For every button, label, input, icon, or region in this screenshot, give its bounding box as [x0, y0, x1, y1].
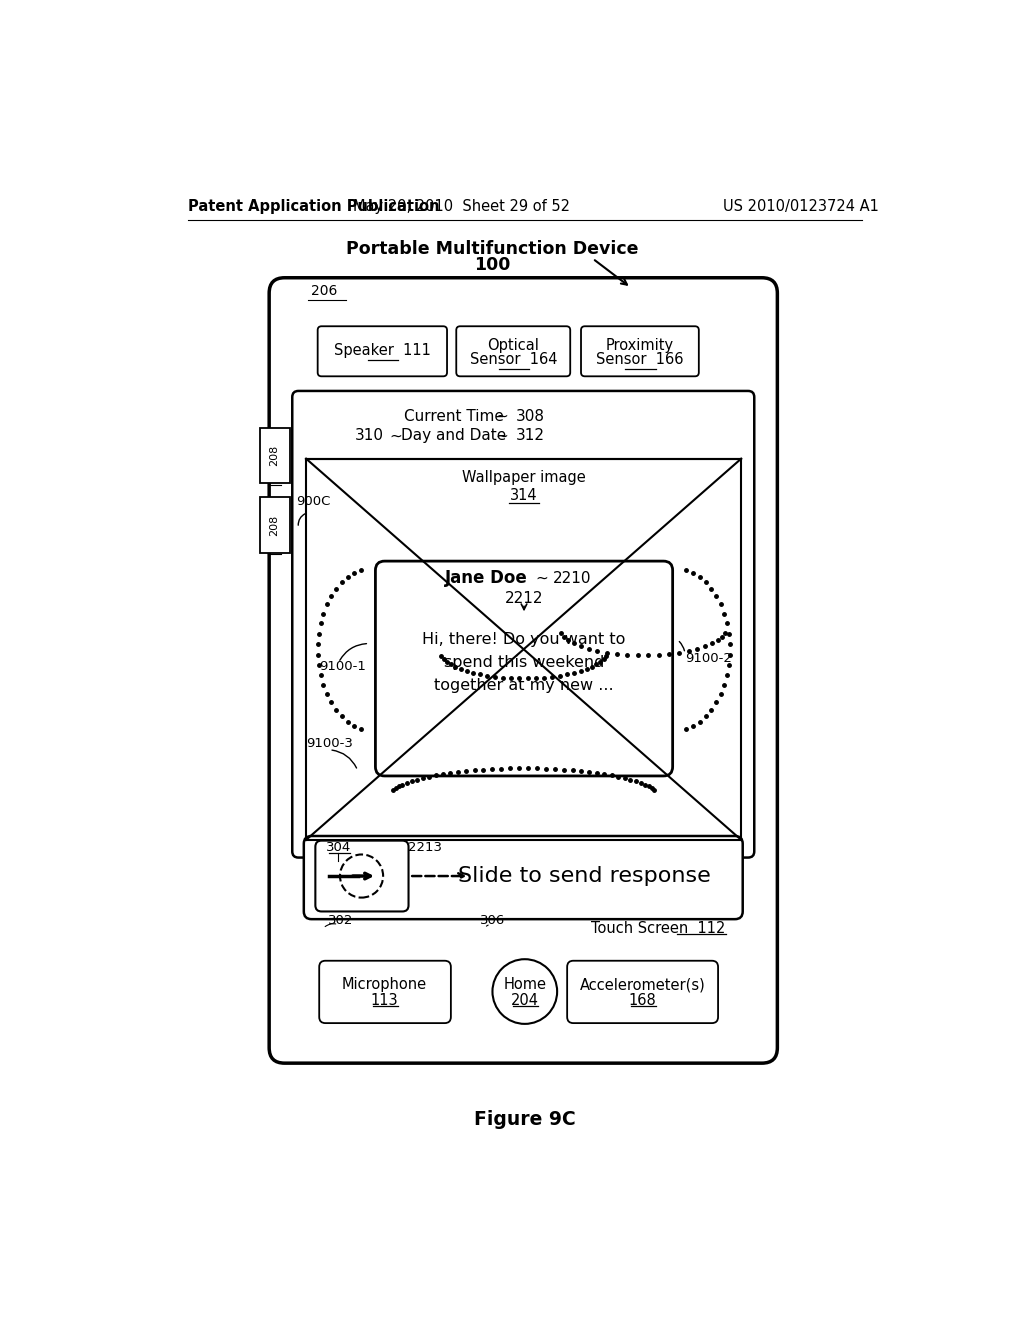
- Text: 9100-2: 9100-2: [685, 652, 732, 665]
- Text: 2212: 2212: [505, 591, 544, 606]
- FancyBboxPatch shape: [581, 326, 698, 376]
- Text: 900C: 900C: [296, 495, 331, 508]
- FancyBboxPatch shape: [298, 280, 351, 302]
- FancyBboxPatch shape: [457, 326, 570, 376]
- Text: 208: 208: [269, 515, 280, 536]
- FancyBboxPatch shape: [260, 428, 290, 483]
- Text: spend this weekend: spend this weekend: [443, 655, 604, 671]
- Text: 306: 306: [480, 915, 505, 927]
- FancyBboxPatch shape: [315, 841, 409, 911]
- Text: ~: ~: [496, 409, 508, 424]
- FancyBboxPatch shape: [260, 498, 290, 553]
- Text: 2213: 2213: [408, 841, 441, 854]
- Text: Optical: Optical: [487, 338, 540, 352]
- Text: 2210: 2210: [553, 570, 591, 586]
- Text: 208: 208: [269, 445, 280, 466]
- Text: Figure 9C: Figure 9C: [474, 1110, 575, 1129]
- Text: 9100-3: 9100-3: [306, 737, 353, 750]
- Text: Hi, there! Do you want to: Hi, there! Do you want to: [422, 632, 626, 647]
- Text: Home: Home: [504, 977, 546, 993]
- Text: Sensor  164: Sensor 164: [469, 352, 557, 367]
- Text: together at my new ...: together at my new ...: [434, 678, 613, 693]
- Text: Patent Application Publication: Patent Application Publication: [188, 198, 440, 214]
- Text: ~: ~: [496, 428, 508, 444]
- Text: Slide to send response: Slide to send response: [459, 866, 712, 886]
- FancyBboxPatch shape: [269, 277, 777, 1063]
- Text: 100: 100: [474, 256, 511, 273]
- Text: 308: 308: [515, 409, 545, 424]
- Text: ~: ~: [536, 570, 548, 586]
- FancyBboxPatch shape: [319, 961, 451, 1023]
- Text: Touch Screen  112: Touch Screen 112: [591, 921, 725, 936]
- Text: Jane Doe: Jane Doe: [444, 569, 527, 587]
- Text: Proximity: Proximity: [605, 338, 674, 352]
- Text: Microphone: Microphone: [342, 977, 427, 993]
- FancyBboxPatch shape: [292, 391, 755, 858]
- Text: 314: 314: [510, 488, 538, 503]
- Text: 9100-1: 9100-1: [319, 660, 367, 673]
- Text: US 2010/0123724 A1: US 2010/0123724 A1: [723, 198, 879, 214]
- Text: 302: 302: [328, 915, 353, 927]
- Text: Accelerometer(s): Accelerometer(s): [580, 977, 706, 993]
- Text: Current Time: Current Time: [404, 409, 504, 424]
- Text: 204: 204: [511, 993, 539, 1007]
- Text: ~: ~: [389, 428, 402, 444]
- FancyBboxPatch shape: [304, 836, 742, 919]
- Text: 304: 304: [326, 841, 351, 854]
- Text: May 20, 2010  Sheet 29 of 52: May 20, 2010 Sheet 29 of 52: [353, 198, 570, 214]
- FancyBboxPatch shape: [567, 961, 718, 1023]
- Text: 310: 310: [354, 428, 384, 444]
- Text: Sensor  166: Sensor 166: [596, 352, 683, 367]
- Text: 168: 168: [629, 993, 656, 1007]
- Text: Day and Date: Day and Date: [401, 428, 507, 444]
- FancyBboxPatch shape: [317, 326, 447, 376]
- Text: Wallpaper image: Wallpaper image: [462, 470, 586, 486]
- Text: Portable Multifunction Device: Portable Multifunction Device: [346, 240, 639, 259]
- Text: 113: 113: [371, 993, 398, 1007]
- Text: 312: 312: [515, 428, 545, 444]
- Text: 206: 206: [311, 284, 338, 298]
- FancyBboxPatch shape: [376, 561, 673, 776]
- Text: Speaker  111: Speaker 111: [334, 343, 431, 359]
